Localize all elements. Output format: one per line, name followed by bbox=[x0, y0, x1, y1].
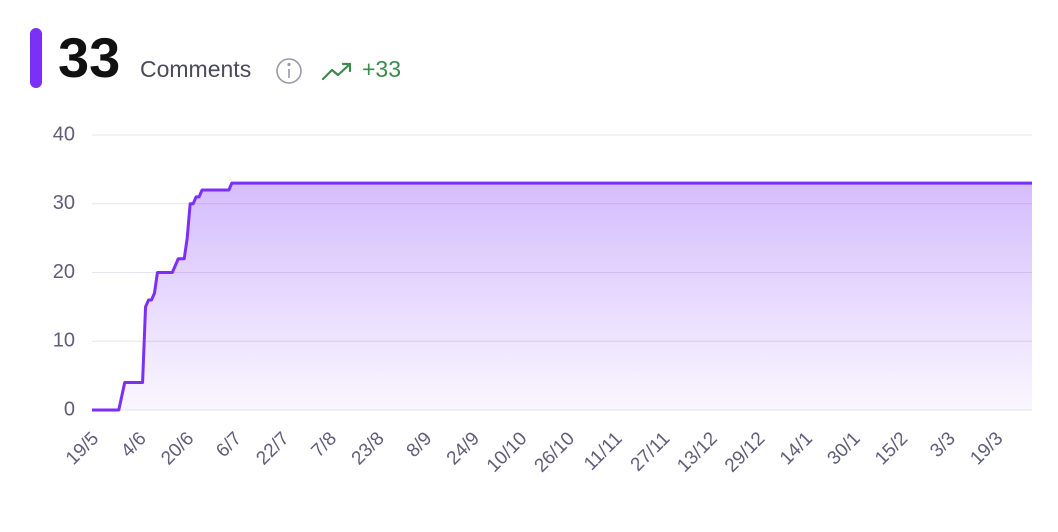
line bbox=[92, 181, 1032, 412]
x-tick-label: 27/11 bbox=[627, 428, 674, 475]
x-tick-label: 7/8 bbox=[308, 428, 342, 462]
change: +33 bbox=[362, 56, 401, 82]
x-tick-label: 13/12 bbox=[673, 428, 721, 476]
y-tick-label: 10 bbox=[53, 330, 75, 352]
x-tick-label: 19/3 bbox=[966, 428, 1007, 469]
y-tick-label: 40 bbox=[53, 123, 75, 145]
x-tick-label: 14/1 bbox=[776, 428, 817, 469]
accent-bar bbox=[30, 28, 42, 88]
x-tick-label: 22/7 bbox=[252, 428, 293, 469]
y-tick-label: 30 bbox=[53, 192, 75, 214]
x-tick-label: 26/10 bbox=[531, 428, 579, 476]
x-tick-label: 24/9 bbox=[443, 428, 484, 469]
x-tick-label: 20/6 bbox=[157, 428, 198, 469]
total: 33 bbox=[58, 26, 120, 89]
x-tick-label: 30/1 bbox=[824, 428, 865, 469]
y-tick-label: 20 bbox=[53, 261, 75, 283]
x-tick-label: 19/5 bbox=[62, 428, 103, 469]
trend-icon bbox=[321, 62, 352, 81]
x-tick-label: 15/2 bbox=[871, 428, 912, 469]
x-tick-label: 3/3 bbox=[926, 428, 960, 462]
info-icon[interactable] bbox=[276, 58, 302, 84]
area bbox=[92, 183, 1032, 410]
x-tick-label: 11/11 bbox=[580, 428, 626, 474]
x-tick-label: 6/7 bbox=[212, 428, 246, 462]
x-tick-label: 4/6 bbox=[117, 428, 151, 462]
metric-title: Comments bbox=[140, 56, 251, 82]
y-tick-label: 0 bbox=[64, 398, 75, 420]
x-tick-label: 8/9 bbox=[403, 428, 437, 462]
x-tick-label: 10/10 bbox=[483, 428, 531, 476]
x-tick-label: 23/8 bbox=[348, 428, 389, 469]
x-tick-label: 29/12 bbox=[721, 428, 769, 476]
